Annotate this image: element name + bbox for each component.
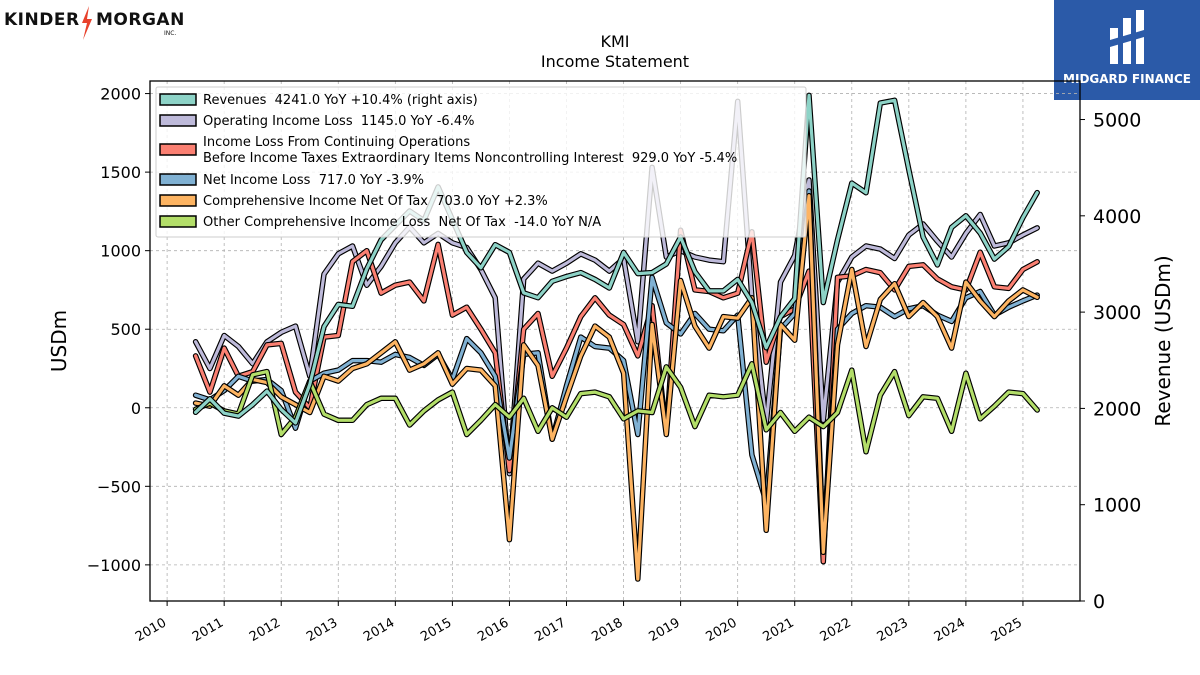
series-6	[192, 361, 1040, 455]
x-tick-label: 2019	[646, 615, 682, 645]
x-tick-label: 2014	[361, 615, 397, 645]
legend-entry: Comprehensive Income Net Of Tax 703.0 Yo…	[159, 194, 548, 209]
legend-label: Operating Income Loss 1145.0 YoY -6.4%	[203, 114, 474, 129]
y-tick-label: 500	[110, 320, 141, 339]
logo-left-text-b: MORGAN	[96, 10, 185, 30]
x-tick-label: 2025	[989, 615, 1025, 645]
legend-entry: Income Loss From Continuing OperationsBe…	[159, 135, 737, 166]
legend-entry: Operating Income Loss 1145.0 YoY -6.4%	[159, 114, 474, 129]
x-tick-label: 2016	[475, 615, 511, 645]
legend: Revenues 4241.0 YoY +10.4% (right axis) O…	[155, 86, 807, 238]
y2-tick-label: 5000	[1093, 110, 1141, 132]
y2-axis-label: Revenue (USDm)	[1151, 255, 1175, 426]
x-tick-label: 2020	[704, 615, 740, 645]
legend-swatch	[159, 143, 197, 156]
logo-left-inc: INC.	[164, 30, 177, 37]
midgard-finance-logo: MIDGARD FINANCE	[1054, 0, 1200, 100]
x-tick-label: 2017	[532, 615, 568, 645]
x-tick-label: 2022	[818, 615, 854, 645]
series-5	[192, 192, 1040, 582]
series-layer	[192, 92, 1040, 582]
legend-label: Before Income Taxes Extraordinary Items …	[203, 151, 737, 166]
chart-subtitle: Income Statement	[541, 52, 689, 71]
x-tick-label: 2012	[247, 615, 283, 645]
x-tick-label: 2023	[875, 615, 911, 645]
legend-entry: Revenues 4241.0 YoY +10.4% (right axis)	[159, 93, 478, 108]
legend-label: Other Comprehensive Income Loss Net Of T…	[203, 215, 601, 230]
plot-frame	[149, 80, 1081, 602]
y-axis-label: USDm	[47, 310, 71, 372]
y-tick-label: 1000	[100, 242, 141, 261]
axis-layer: 2010 2011 2012 2013 2014 2015 2016 2017 2018 2019…	[87, 85, 1141, 645]
legend-label: Comprehensive Income Net Of Tax 703.0 Yo…	[203, 194, 548, 209]
y-tick-label: 2000	[100, 85, 141, 104]
series-line	[194, 189, 1039, 547]
legend-swatch	[159, 114, 197, 127]
midgard-emblem-icon	[1110, 10, 1144, 64]
y2-tick-label: 3000	[1093, 302, 1141, 324]
y-tick-label: 0	[131, 399, 141, 418]
logo-right-text: MIDGARD FINANCE	[1063, 72, 1191, 86]
series-4	[192, 188, 1040, 548]
x-tick-label: 2010	[133, 615, 169, 645]
chart-title: KMI	[600, 32, 629, 51]
y2-tick-label: 4000	[1093, 206, 1141, 228]
y2-tick-label: 2000	[1093, 398, 1141, 420]
legend-box	[155, 86, 807, 238]
legend-entry: Other Comprehensive Income Loss Net Of T…	[159, 215, 601, 230]
series-1	[192, 92, 1040, 426]
legend-swatch	[159, 215, 197, 228]
x-tick-label: 2015	[418, 615, 454, 645]
series-line	[194, 362, 1039, 454]
legend-label: Net Income Loss 717.0 YoY -3.9%	[203, 173, 424, 188]
legend-label: Income Loss From Continuing Operations	[203, 135, 470, 150]
y2-tick-label: 0	[1093, 591, 1105, 613]
series-outline	[192, 188, 1040, 548]
y-tick-label: −1000	[87, 556, 141, 575]
series-outline	[192, 192, 1040, 582]
kinder-morgan-logo: KINDER MORGAN INC.	[4, 6, 184, 42]
legend-entry: Net Income Loss 717.0 YoY -3.9%	[159, 173, 424, 188]
lightning-bolt-icon	[82, 6, 92, 40]
y-tick-label: −500	[97, 477, 141, 496]
x-tick-label: 2021	[761, 615, 797, 645]
series-line	[194, 194, 1039, 581]
logo-left-text-a: KINDER	[4, 10, 80, 30]
x-tick-label: 2018	[589, 615, 625, 645]
legend-swatch	[159, 93, 197, 106]
x-tick-label: 2013	[304, 615, 340, 645]
x-tick-label: 2011	[190, 615, 226, 645]
y2-tick-label: 1000	[1093, 495, 1141, 517]
legend-swatch	[159, 194, 197, 207]
x-tick-label: 2024	[932, 615, 968, 645]
y-tick-label: 1500	[100, 163, 141, 182]
series-line	[194, 93, 1039, 425]
legend-swatch	[159, 173, 197, 186]
legend-label: Revenues 4241.0 YoY +10.4% (right axis)	[203, 93, 478, 108]
